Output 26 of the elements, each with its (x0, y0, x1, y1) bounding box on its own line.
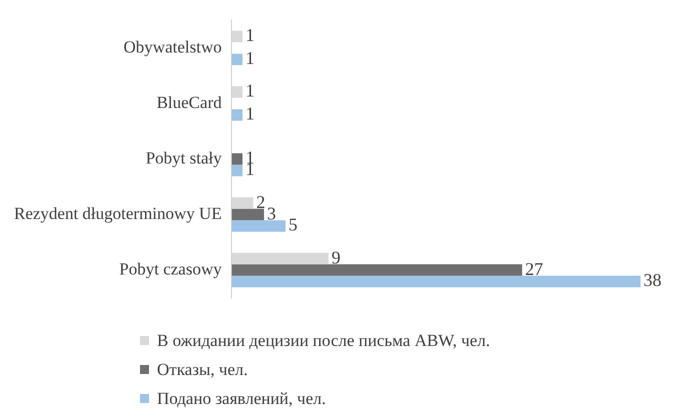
y-tick-label: Pobyt czasowy (119, 260, 222, 279)
bar (232, 54, 242, 66)
data-label: 3 (267, 203, 276, 224)
bar (232, 220, 286, 232)
data-label: 1 (245, 104, 254, 124)
data-label: 27 (525, 258, 544, 279)
y-tick-label: BlueCard (156, 92, 222, 112)
data-label: 38 (643, 270, 662, 290)
bar (232, 208, 264, 220)
bar (232, 276, 640, 288)
bar (232, 164, 242, 176)
bar (232, 109, 242, 121)
y-tick-label: Rezydent długoterminowy UE (14, 204, 222, 223)
y-tick-label: Pobyt stały (146, 148, 222, 168)
data-label: 1 (245, 25, 254, 46)
data-label: 9 (332, 247, 341, 268)
bar (232, 153, 242, 165)
data-label: 1 (245, 80, 254, 101)
data-label: 1 (245, 48, 254, 68)
y-tick-label: Obywatelstwo (124, 37, 222, 56)
data-label: 5 (288, 214, 298, 235)
legend-label: Отказы, чел. (157, 360, 248, 380)
data-label: 2 (256, 192, 266, 212)
bar (232, 264, 522, 276)
legend-label: В ожидании децизии после письма ABW, чел. (157, 330, 490, 350)
legend-label: Подано заявлений, чел. (157, 388, 326, 408)
